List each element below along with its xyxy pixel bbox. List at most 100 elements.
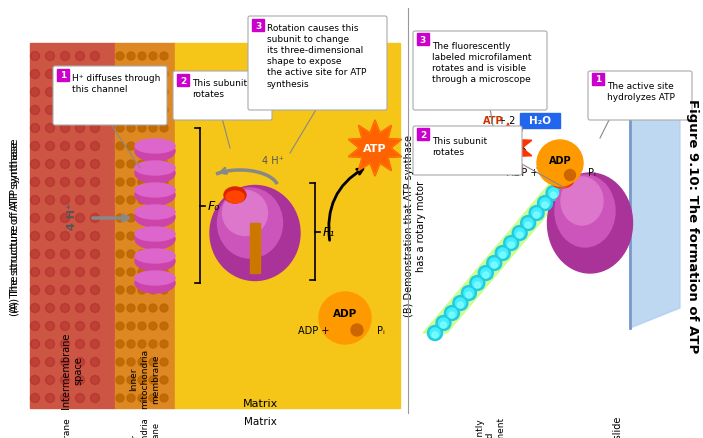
Circle shape [138,179,146,187]
Circle shape [160,233,168,240]
Circle shape [116,125,124,133]
Ellipse shape [135,230,175,249]
Circle shape [127,161,135,169]
Ellipse shape [135,249,175,263]
Circle shape [481,268,491,279]
Polygon shape [349,121,401,177]
Circle shape [127,376,135,384]
Circle shape [160,394,168,402]
Text: F₁: F₁ [323,226,335,239]
Circle shape [127,322,135,330]
Circle shape [453,296,468,311]
Circle shape [127,268,135,276]
Circle shape [75,196,84,205]
Circle shape [127,71,135,79]
Circle shape [432,332,438,338]
Circle shape [127,125,135,133]
Circle shape [116,358,124,366]
Circle shape [75,232,84,241]
Circle shape [127,53,135,61]
Circle shape [500,252,505,258]
Text: The active site
hydrolyzes ATP: The active site hydrolyzes ATP [607,82,675,102]
FancyBboxPatch shape [413,32,547,111]
Text: 4 H⁺: 4 H⁺ [67,203,77,230]
Circle shape [75,106,84,115]
Text: This subunit
rotates: This subunit rotates [432,137,487,157]
Polygon shape [349,121,401,177]
Text: Fluorescently
labeled
microfilament: Fluorescently labeled microfilament [475,416,505,438]
Circle shape [91,304,100,313]
Circle shape [75,268,84,277]
Text: 4 H⁺: 4 H⁺ [262,155,284,166]
Circle shape [160,53,168,61]
Circle shape [30,304,39,313]
FancyBboxPatch shape [173,72,272,121]
Circle shape [75,304,84,313]
Circle shape [116,233,124,240]
Circle shape [449,312,455,318]
Circle shape [75,124,84,133]
Circle shape [149,304,157,312]
Circle shape [351,324,363,336]
Text: 2: 2 [420,130,426,139]
Ellipse shape [224,187,246,204]
Text: The fluorescently
labeled microfilament
rotates and is visible
through a microsc: The fluorescently labeled microfilament … [432,42,531,84]
Circle shape [116,179,124,187]
Circle shape [495,246,510,261]
Circle shape [127,197,135,205]
Circle shape [149,125,157,133]
Text: Pᵢ: Pᵢ [588,168,596,177]
Circle shape [466,292,472,298]
Circle shape [116,107,124,115]
Circle shape [30,178,39,187]
Circle shape [60,178,70,187]
Text: F₀: F₀ [208,200,220,213]
Circle shape [478,266,494,281]
Circle shape [91,286,100,295]
Circle shape [75,160,84,169]
Circle shape [138,322,146,330]
Ellipse shape [553,175,571,189]
Circle shape [60,322,70,331]
Circle shape [30,376,39,385]
Circle shape [91,340,100,349]
Circle shape [30,322,39,331]
Circle shape [160,322,168,330]
Circle shape [546,186,561,201]
Text: (A) The structure of ATP synthase: (A) The structure of ATP synthase [10,138,20,313]
Ellipse shape [135,140,175,154]
Circle shape [91,268,100,277]
Circle shape [91,88,100,97]
Circle shape [160,376,168,384]
Circle shape [456,298,465,308]
Polygon shape [630,79,680,328]
Text: Inner
mitochondria
membrane: Inner mitochondria membrane [130,416,160,438]
Circle shape [46,376,55,385]
Circle shape [91,196,100,205]
Circle shape [559,183,565,189]
Circle shape [127,304,135,312]
Circle shape [46,142,55,151]
Circle shape [138,304,146,312]
Circle shape [60,88,70,97]
Circle shape [46,160,55,169]
Circle shape [46,268,55,277]
Circle shape [60,376,70,385]
Circle shape [436,316,451,331]
Circle shape [60,250,70,259]
Circle shape [91,53,100,61]
Circle shape [127,89,135,97]
Text: 1: 1 [60,71,66,80]
Circle shape [461,286,477,301]
Ellipse shape [135,251,175,272]
Circle shape [149,89,157,97]
Circle shape [534,212,540,219]
Circle shape [127,286,135,294]
Circle shape [30,196,39,205]
Circle shape [75,71,84,79]
Circle shape [75,358,84,367]
Text: ATP: ATP [484,116,504,126]
Circle shape [160,161,168,169]
Circle shape [160,268,168,276]
Circle shape [60,268,70,277]
